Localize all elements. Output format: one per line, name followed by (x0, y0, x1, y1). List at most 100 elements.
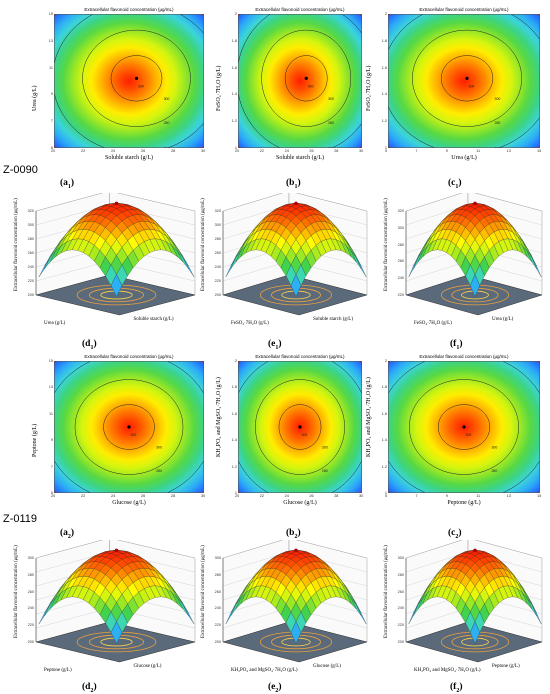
contour-panel-c1: Extracellular flavonoid concentration (μ… (348, 7, 550, 178)
z-axis-label: Extracellular flavonoid concentration (μ… (384, 198, 389, 291)
heat-field (238, 14, 362, 148)
x-tick-label: 15 (537, 494, 542, 498)
y-tick-label: 1.2 (381, 119, 387, 124)
x-tick-label: 28 (171, 149, 176, 153)
plot-title: Extracellular flavonoid concentration (μ… (419, 354, 509, 359)
z-tick-label: 220 (27, 623, 34, 628)
x-tick-label: 26 (309, 494, 314, 498)
contour-level-label: 300 (322, 445, 328, 449)
contour-line (437, 404, 491, 450)
contour-line (110, 55, 163, 102)
x-axis-label-right: Soluble starch (g/L) (133, 317, 174, 322)
contour-plot-area: 260280300300 (238, 361, 362, 493)
plot-title: Extracellular flavonoid concentration (μ… (84, 7, 174, 12)
x-tick-label: 28 (171, 494, 176, 498)
floor-contour-projection (222, 274, 368, 316)
x-tick-label: 7 (415, 494, 418, 498)
panel-label: (a1) (60, 178, 75, 190)
floor-contour-projection (405, 274, 543, 316)
y-tick-label: 1.4 (231, 92, 237, 97)
contour-level-label: 280 (495, 121, 501, 125)
y-tick-label: 1.4 (381, 438, 387, 443)
y-tick-label: 1.4 (381, 92, 387, 97)
x-tick-label: 30 (201, 494, 206, 498)
y-axis-label: Peptone (g/L) (32, 423, 38, 457)
y-tick-label: 2 (234, 359, 237, 363)
x-tick-label: 24 (111, 494, 116, 498)
y-axis-label: FeSO₄·7H₂O (g/L) (216, 65, 222, 111)
plot-border (238, 361, 362, 493)
z-tick-label: 200 (214, 640, 221, 644)
optimum-point (473, 201, 477, 206)
contour-line (82, 29, 191, 127)
x-tick-label: 22 (81, 149, 86, 153)
x-tick-label: 22 (259, 149, 265, 153)
z-tick-label: 300 (214, 556, 221, 560)
y-tick-label: 1.2 (231, 119, 237, 124)
panel-label-subscript: 2 (455, 533, 459, 540)
panel-label-subscript: 2 (275, 687, 279, 694)
z-tick-label: 240 (214, 265, 221, 269)
x-tick-label: 22 (259, 494, 265, 498)
contour-line (74, 379, 184, 475)
y-tick-label: 13 (48, 385, 53, 390)
plot-border (54, 14, 204, 148)
surface-plot-area (35, 193, 196, 316)
x-tick-label: 26 (141, 494, 146, 498)
surface-plot-area (405, 540, 543, 663)
contour-line (412, 29, 523, 127)
panel-label-subscript: 1 (67, 183, 71, 190)
contour-panel-a1: Extracellular flavonoid concentration (μ… (14, 7, 214, 178)
surface-panel-f2: 200 220 240 260 280 300 Extracellular flavonoi… (378, 540, 550, 680)
z-tick-label: 220 (27, 279, 34, 283)
y-tick-label: 7 (50, 119, 53, 124)
contour-panel-a2: Extracellular flavonoid concentration (μ… (14, 354, 214, 523)
y-axis-label: KH₂PO₄ and MgSO₄·7H₂O (g/L) (216, 377, 222, 457)
x-axis-label-left: FeSO₄·7H₂O (g/L) (414, 321, 452, 326)
response-surface (225, 549, 367, 644)
x-tick-label: 26 (141, 149, 146, 153)
plot-title: Extracellular flavonoid concentration (μ… (255, 354, 345, 359)
y-tick-label: 2 (234, 12, 237, 16)
contour-level-label: 260 (328, 147, 334, 148)
y-tick-label: 1.6 (381, 65, 387, 70)
plot-border (54, 361, 204, 493)
optimum-point (134, 76, 139, 80)
contour-level-label: 300 (495, 97, 501, 101)
x-tick-label: 24 (284, 149, 289, 153)
panel-label-subscript: 1 (275, 344, 279, 351)
plot-title: Extracellular flavonoid concentration (μ… (255, 7, 345, 12)
panel-label-subscript: 1 (90, 344, 94, 351)
contour-line (440, 55, 494, 102)
y-axis-label: FeSO₄·7H₂O (g/L) (366, 65, 372, 111)
surface-plot-area (222, 193, 368, 316)
x-axis-label: Peptone (g/L) (447, 500, 481, 506)
z-tick-label: 300 (27, 556, 34, 560)
x-axis-label-right: Glucose (g/L) (133, 664, 162, 669)
x-axis-label: Urea (g/L) (451, 155, 477, 161)
y-tick-label: 1.4 (231, 438, 237, 443)
y-tick-label: 1 (384, 491, 387, 495)
wall-gridline (405, 607, 469, 629)
z-tick-label: 240 (397, 606, 404, 611)
optimum-point (473, 548, 477, 553)
contour-level-label: 260 (164, 147, 170, 148)
z-axis-label: Extracellular flavonoid concentration (μ… (14, 545, 19, 638)
wall-gridline (222, 607, 290, 629)
contour-line (284, 55, 328, 102)
z-tick-label: 260 (397, 259, 404, 264)
surface-plot-area (222, 540, 368, 663)
z-tick-label: 280 (397, 242, 404, 247)
y-tick-label: 11 (49, 65, 53, 70)
surface-plot-area (405, 193, 543, 316)
contour-line (255, 379, 345, 475)
y-tick-label: 15 (48, 12, 53, 16)
z-axis-label: Extracellular flavonoid concentration (μ… (14, 198, 19, 291)
x-axis-label: Soluble starch (g/L) (105, 155, 153, 161)
optimum-label: 300 (138, 84, 144, 88)
x-axis-label-right: Soluble starch (g/L) (313, 317, 353, 322)
z-axis-label: Extracellular flavonoid concentration (μ… (201, 198, 206, 291)
panel-label: (c1) (448, 178, 462, 190)
x-tick-label: 20 (51, 494, 56, 498)
y-tick-label: 1.2 (231, 464, 237, 469)
